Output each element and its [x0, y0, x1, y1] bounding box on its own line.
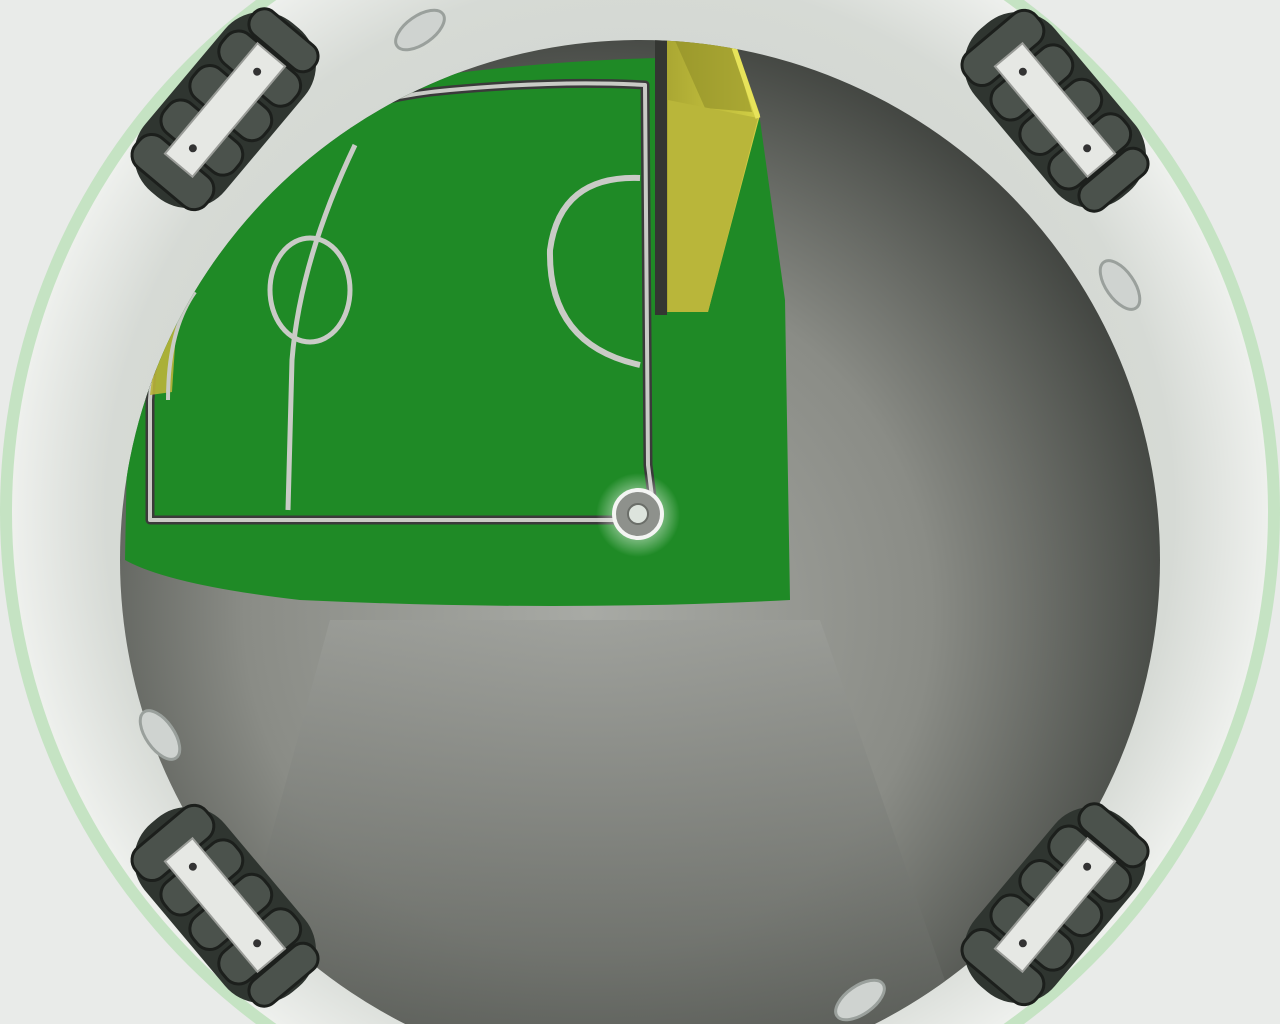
omni-wheel-bottom-right: [960, 802, 1150, 1007]
pulley-left: [138, 709, 182, 761]
mirror-ball: [120, 40, 1160, 1024]
omni-wheel-top-left: [130, 7, 320, 212]
robot-marker: [596, 473, 680, 557]
floor-reflection: [220, 620, 960, 1024]
pulley-right: [1098, 259, 1142, 311]
omni-wheel-top-right: [960, 8, 1150, 213]
penalty-arc: [546, 174, 641, 368]
pulley-bottom: [834, 978, 886, 1022]
omni-wheel-bottom-left: [130, 803, 320, 1008]
pulley-top: [394, 8, 446, 52]
center-circle: [267, 235, 353, 345]
